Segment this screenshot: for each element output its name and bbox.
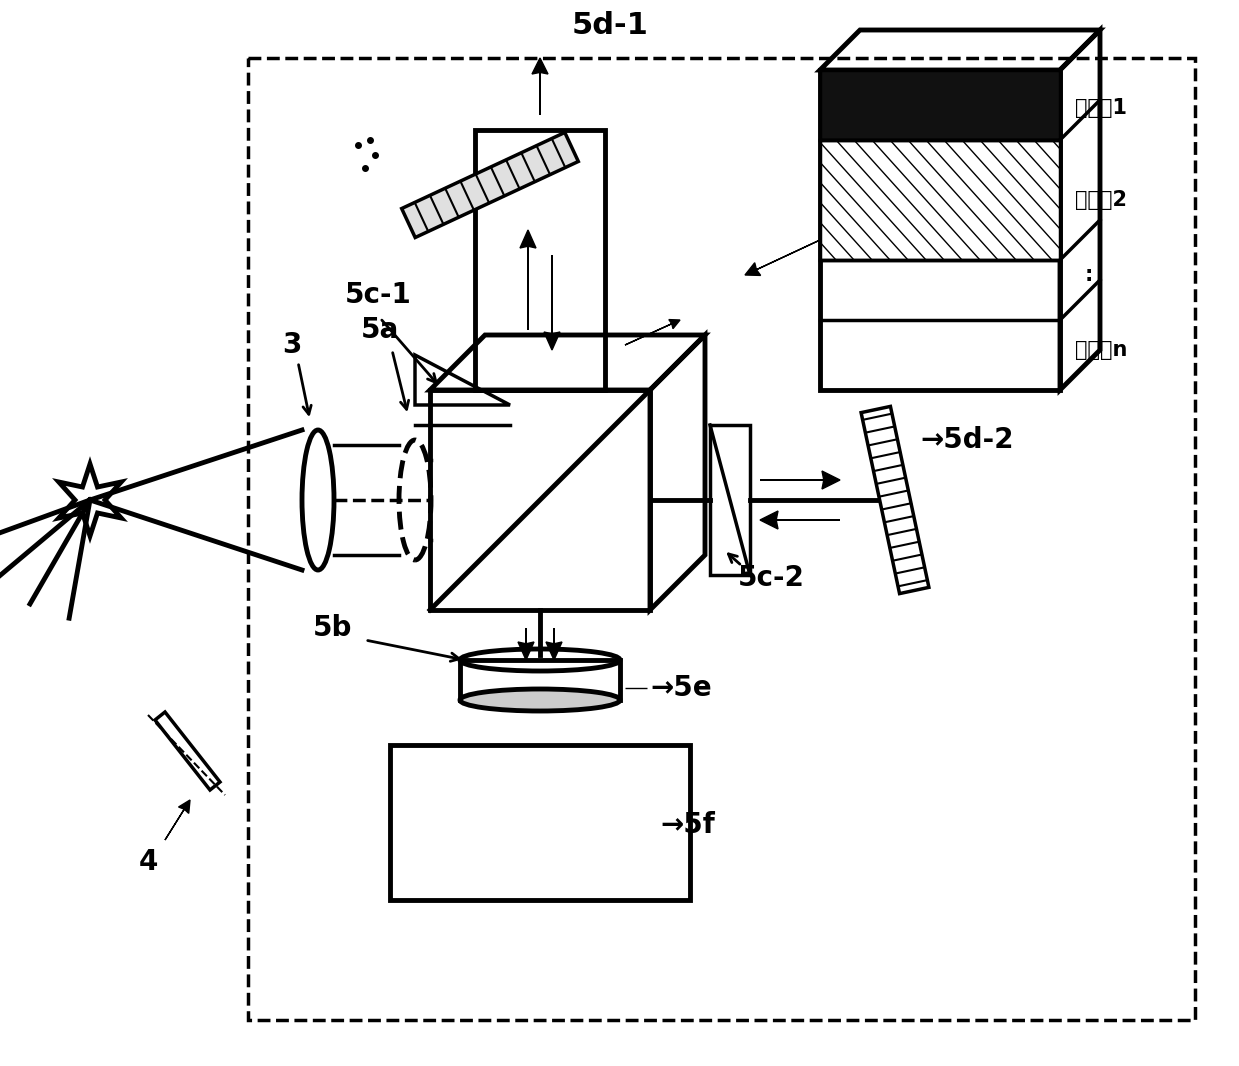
FancyArrow shape [532,58,548,115]
Text: 5a: 5a [361,316,399,344]
Text: 5b: 5b [312,614,352,642]
Text: 5c-1: 5c-1 [344,281,411,309]
Text: 5c-2: 5c-2 [738,564,805,592]
Text: →5e: →5e [650,674,711,702]
FancyArrow shape [165,800,190,840]
FancyArrow shape [544,255,560,350]
FancyArrow shape [760,471,840,489]
Polygon shape [820,70,1061,140]
Text: 5d-1: 5d-1 [571,11,648,39]
Text: →5d-2: →5d-2 [921,426,1014,454]
Text: →5f: →5f [660,811,715,839]
FancyArrow shape [745,240,820,275]
FancyArrow shape [518,628,534,660]
FancyArrow shape [760,511,840,529]
Polygon shape [401,132,579,238]
Polygon shape [820,140,1061,260]
Text: 4: 4 [139,847,157,876]
Text: 3: 3 [282,332,301,359]
Text: :: : [1085,265,1093,285]
FancyArrow shape [520,230,536,330]
Text: 子光桶1: 子光桶1 [1075,98,1127,118]
Text: 子光桶2: 子光桶2 [1075,190,1127,210]
Text: 子光桶n: 子光桶n [1075,340,1127,360]
FancyArrow shape [546,628,563,660]
FancyArrow shape [624,320,680,345]
Ellipse shape [460,689,620,711]
